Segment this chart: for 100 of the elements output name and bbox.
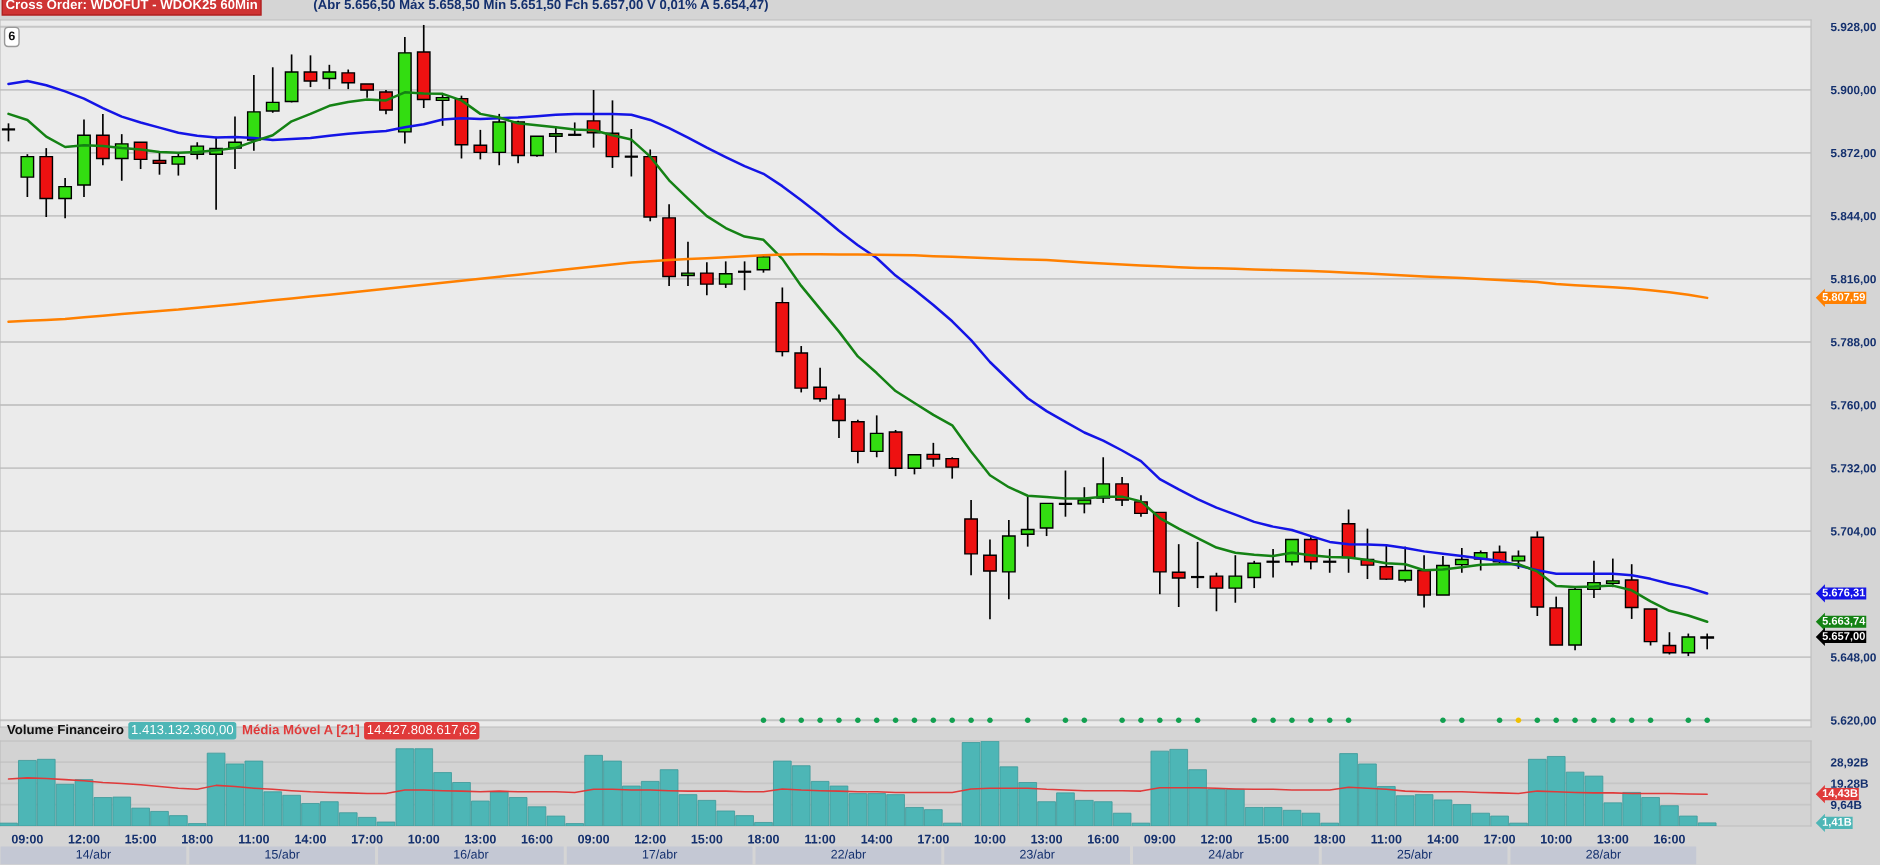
candlestick	[1020, 494, 1035, 548]
x-tick-label: 17:00	[1484, 834, 1516, 844]
candlestick	[265, 66, 280, 114]
y-tick-label: 9,64B	[1830, 800, 1862, 811]
x-tick-label: 10:00	[1541, 834, 1572, 844]
x-tick-label: 15:00	[125, 834, 157, 844]
text: 14,43B	[1822, 789, 1858, 799]
candlestick	[322, 63, 337, 90]
x-tick-label: 15:00	[691, 834, 723, 844]
x-tick-label: 10:00	[974, 834, 1006, 844]
text: 15/abr	[265, 849, 300, 859]
candlestick	[303, 54, 318, 88]
annotation: 6	[8, 31, 15, 41]
y-tick-label: 5.872,00	[1830, 148, 1876, 159]
x-tick-label: 17:00	[351, 834, 383, 844]
candlestick	[736, 260, 753, 292]
x-tick-label: 11:00	[805, 834, 836, 844]
candlestick	[1511, 549, 1526, 570]
candlestick	[152, 151, 167, 176]
candlestick	[95, 113, 110, 167]
annotation: 1.413.132.360,00	[131, 724, 234, 736]
text: Volume Financeiro	[7, 724, 124, 735]
x-tick-label: 14:00	[861, 834, 893, 844]
y-tick-label: 5.648,00	[1830, 653, 1876, 664]
x-tick-label: 14:00	[1427, 834, 1459, 844]
y-tick-label: 5.704,00	[1830, 527, 1876, 538]
x-tick-label: 12:00	[68, 834, 100, 844]
x-tick-label: 13:00	[1031, 834, 1063, 844]
text: 23/abr	[1020, 849, 1055, 859]
x-tick-label: 16:00	[1088, 834, 1119, 844]
annotation: 14.427.808.617,62	[367, 724, 477, 736]
candlestick	[1057, 469, 1074, 518]
candlestick	[718, 260, 733, 289]
text: Média Móvel A [21]	[242, 724, 360, 737]
text: 16/abr	[454, 849, 489, 859]
text: 5.676,31	[1822, 588, 1866, 599]
candlestick	[926, 442, 941, 468]
candlestick	[623, 128, 640, 178]
candlestick	[1077, 486, 1092, 515]
x-tick-label: 16:00	[1654, 834, 1685, 844]
text: 24/abr	[1208, 849, 1244, 859]
candlestick	[983, 538, 997, 621]
candlestick	[681, 240, 695, 287]
candlestick	[699, 261, 714, 296]
text: 5.657,00	[1822, 632, 1865, 642]
candlestick	[530, 135, 544, 158]
x-tick-label: 10:00	[408, 834, 440, 844]
text: 14/abr	[76, 849, 111, 859]
y-tick-label: 5.844,00	[1830, 211, 1876, 222]
x-tick-label: 14:00	[295, 834, 326, 844]
text: 17/abr	[642, 849, 678, 859]
text: 22/abr	[831, 849, 866, 859]
x-tick-label: 09:00	[1144, 834, 1176, 844]
x-tick-label: 09:00	[11, 834, 43, 844]
candlestick	[1247, 559, 1262, 589]
y-tick-label: 28,92B	[1830, 758, 1868, 769]
y-tick-label: 19,28B	[1831, 779, 1868, 790]
candlestick	[548, 125, 563, 154]
text: 25/abr	[1397, 849, 1433, 859]
candlestick	[832, 393, 846, 439]
x-tick-label: 11:00	[1371, 834, 1402, 844]
x-tick-label: 16:00	[521, 834, 553, 844]
candlestick	[58, 177, 73, 220]
candlestick	[1228, 554, 1243, 604]
candlestick	[1209, 571, 1224, 613]
candlestick	[869, 414, 884, 459]
candlestick	[1265, 548, 1281, 579]
text: 5.663,74	[1822, 616, 1866, 627]
x-tick-label: 13:00	[465, 834, 496, 844]
y-tick-label: 5.760,00	[1830, 401, 1876, 412]
x-tick-label: 11:00	[239, 834, 269, 844]
line-series	[7, 777, 1708, 795]
candlestick	[473, 129, 488, 161]
candlestick	[1681, 632, 1696, 657]
chart-title: Cross Order: WDOFUT - WDOK25 60Min	[6, 0, 257, 10]
candlestick	[1171, 543, 1186, 608]
x-tick-label: 17:00	[918, 834, 949, 844]
x-tick-label: 12:00	[635, 834, 666, 844]
y-tick-label: 5.732,00	[1830, 464, 1876, 475]
candlestick	[20, 153, 35, 198]
text: 1,41B	[1822, 818, 1852, 828]
candlestick	[1454, 547, 1469, 574]
x-tick-label: 13:00	[1597, 834, 1629, 844]
y-tick-label: 5.620,00	[1830, 716, 1876, 727]
candlestick	[435, 92, 450, 127]
candlestick	[1321, 548, 1338, 574]
candlestick	[1189, 541, 1206, 589]
candlestick	[341, 68, 356, 90]
y-tick-label: 5.900,00	[1830, 85, 1876, 96]
y-tick-label: 5.816,00	[1830, 274, 1876, 286]
candlestick	[907, 453, 922, 476]
y-tick-label: 5.928,00	[1830, 22, 1876, 33]
x-tick-label: 18:00	[182, 834, 213, 844]
x-tick-label: 18:00	[748, 834, 779, 844]
x-tick-label: 15:00	[1257, 834, 1289, 844]
line-series	[7, 252, 1709, 323]
text: 28/abr	[1586, 849, 1621, 859]
candlestick	[813, 367, 828, 403]
x-tick-label: 12:00	[1201, 834, 1232, 844]
chart-subtitle: (Abr 5.656,50 Máx 5.658,50 Mín 5.651,50 Fch 5.657,00 V 0,01% A 5.654,47)	[313, 0, 768, 12]
